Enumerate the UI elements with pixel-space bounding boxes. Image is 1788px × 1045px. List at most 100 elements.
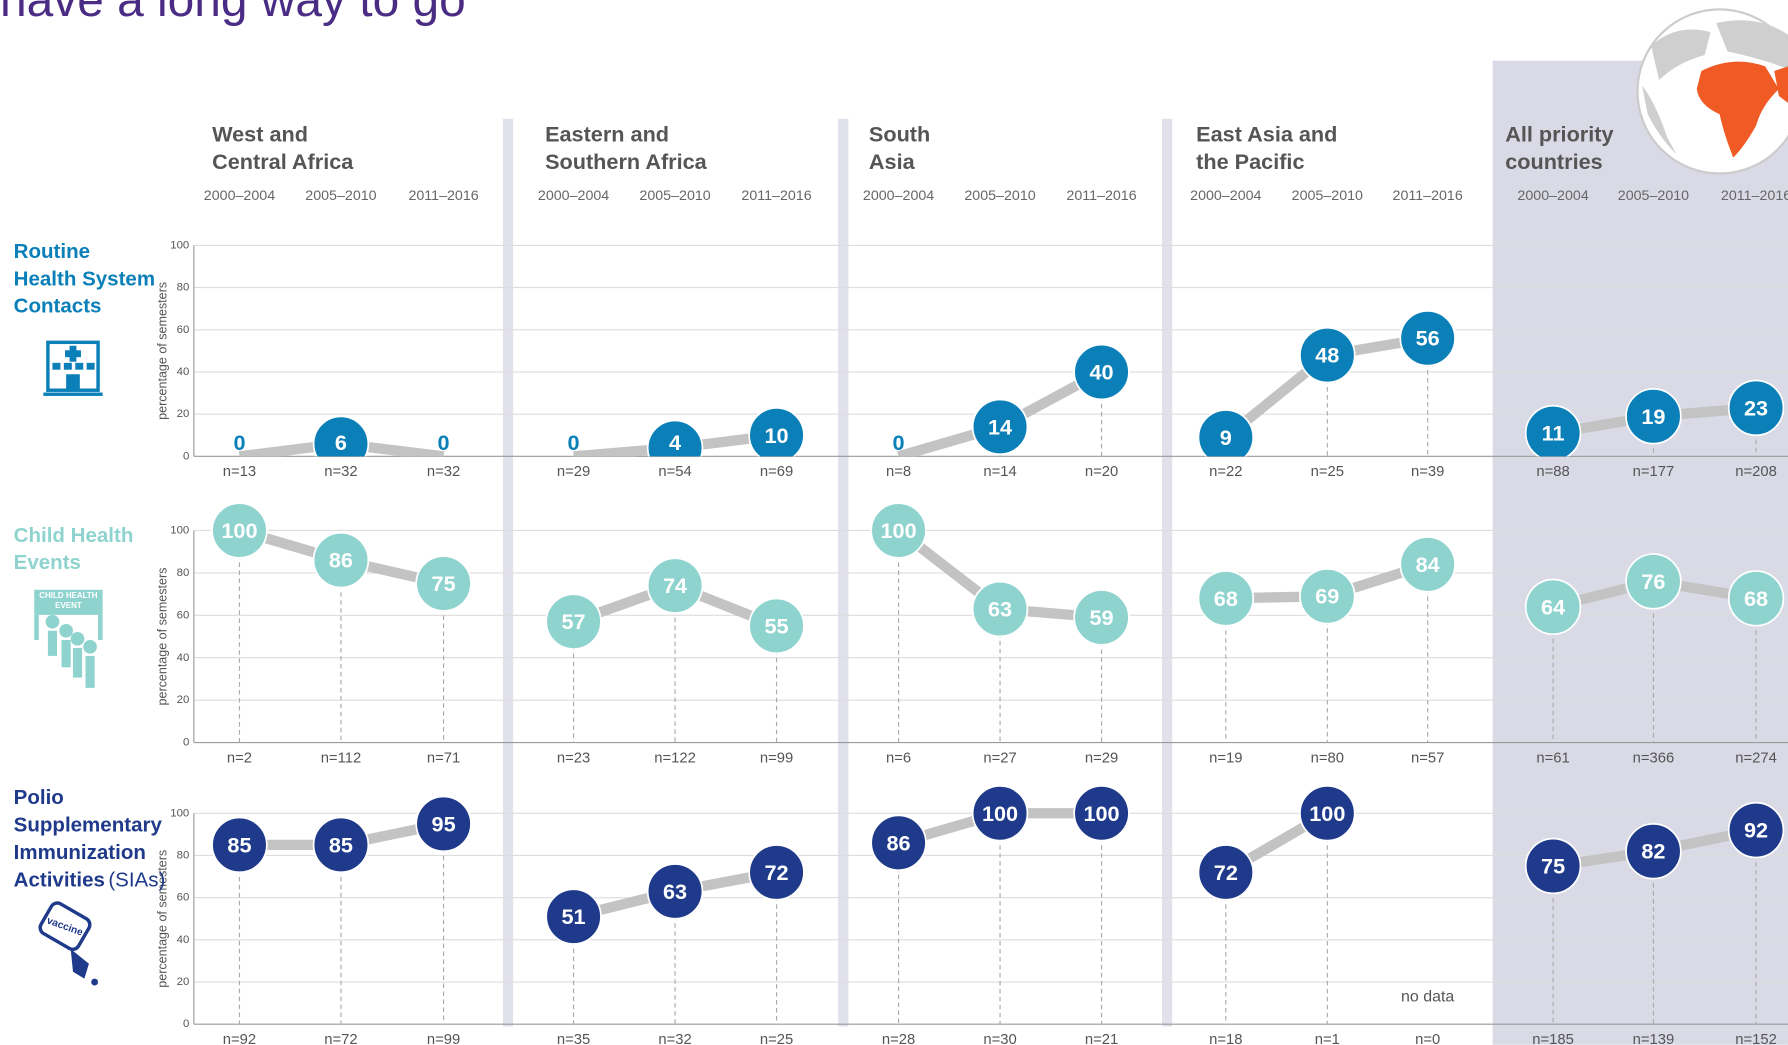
n-label: n=27: [983, 750, 1016, 766]
row-name: Activities (SIAs): [14, 868, 166, 891]
dot: [312, 816, 370, 874]
value-label: 68: [1214, 586, 1238, 611]
period-label: 2011–2016: [1393, 188, 1463, 204]
n-label: n=88: [1536, 464, 1569, 480]
value-label: 100: [1309, 801, 1345, 826]
dot: [870, 502, 927, 559]
period-label: 2000–2004: [204, 188, 275, 204]
value-label: 0: [568, 430, 580, 455]
value-label: 64: [1541, 594, 1565, 619]
dot: [1399, 536, 1456, 593]
dot: [971, 785, 1029, 842]
row-name: Contacts: [14, 295, 102, 318]
region-title: countries: [1505, 149, 1602, 174]
region-title: West and: [212, 122, 308, 147]
period-label: 2005–2010: [639, 188, 710, 204]
period-label: 2005–2010: [1292, 188, 1363, 204]
period-label: 2005–2010: [1618, 188, 1689, 204]
icon-vaccine: [38, 901, 99, 986]
value-label: 69: [1315, 584, 1339, 609]
value-label: 82: [1641, 839, 1665, 864]
n-label: n=71: [427, 750, 460, 766]
y-tick-label: 0: [183, 1018, 189, 1030]
dot: [1727, 801, 1785, 859]
dot: [971, 398, 1029, 456]
n-label: n=32: [427, 464, 460, 480]
dot: [1727, 379, 1785, 437]
n-label: n=23: [557, 750, 590, 766]
dot: [1073, 785, 1130, 842]
dot: [646, 863, 704, 920]
dot: [1399, 310, 1456, 367]
region-title: All priority: [1505, 122, 1613, 147]
dot: [1197, 570, 1255, 627]
globe: [1636, 8, 1788, 175]
n-label: n=20: [1085, 464, 1118, 480]
n-label: n=29: [1085, 750, 1118, 766]
value-label: 55: [765, 613, 789, 638]
value-label: 57: [562, 609, 586, 634]
period-label: 2000–2004: [863, 188, 934, 204]
row-name: Supplementary: [14, 814, 163, 837]
value-label: 14: [988, 414, 1012, 439]
n-label: n=274: [1735, 750, 1777, 766]
region-title: South: [869, 122, 930, 147]
row-name: Health System: [14, 267, 155, 290]
n-label: n=54: [658, 464, 691, 480]
y-axis-label: percentage of semesters: [155, 850, 169, 988]
value-label: 56: [1416, 326, 1440, 351]
value-label: 95: [432, 811, 456, 836]
dot: [748, 844, 805, 901]
value-label: 11: [1542, 421, 1565, 446]
n-label: n=21: [1085, 1032, 1118, 1045]
value-label: 85: [227, 832, 251, 857]
n-label: n=61: [1536, 750, 1569, 766]
row-name: Child Health: [14, 524, 134, 547]
period-label: 2011–2016: [741, 188, 811, 204]
dot: [870, 814, 927, 872]
region-title: Southern Africa: [545, 149, 708, 174]
value-label: 68: [1744, 586, 1768, 611]
n-label: n=25: [760, 1032, 793, 1045]
n-label: n=29: [557, 464, 590, 480]
value-label: 86: [329, 548, 353, 573]
dot: [415, 795, 472, 853]
n-label: n=208: [1735, 464, 1777, 480]
n-label: n=177: [1633, 464, 1675, 480]
n-label: n=8: [886, 464, 911, 480]
value-label: 19: [1641, 404, 1665, 429]
dot: [646, 557, 704, 614]
period-label: 2005–2010: [964, 188, 1035, 204]
dot: [545, 593, 602, 650]
dot: [415, 555, 472, 612]
value-label: 63: [663, 879, 687, 904]
value-label: 76: [1641, 569, 1665, 594]
period-label: 2011–2016: [1066, 188, 1136, 204]
y-tick-label: 60: [177, 324, 190, 336]
dot: [1197, 844, 1255, 901]
period-label: 2000–2004: [538, 188, 609, 204]
n-label: n=19: [1209, 750, 1242, 766]
n-label: n=30: [983, 1032, 1016, 1045]
value-label: 84: [1416, 552, 1440, 577]
y-tick-label: 100: [170, 807, 189, 819]
y-tick-label: 0: [183, 737, 189, 749]
region-title: Eastern and: [545, 122, 669, 147]
value-label: 86: [887, 830, 911, 855]
icon-child-health: [34, 589, 103, 688]
value-label: 72: [1214, 860, 1238, 885]
value-label: 100: [1083, 801, 1119, 826]
y-axis-label: percentage of semesters: [155, 568, 169, 706]
dot: [211, 816, 268, 874]
region-title: the Pacific: [1196, 149, 1304, 174]
value-label: 0: [233, 430, 245, 455]
dot: [1299, 568, 1356, 625]
value-label: 75: [1541, 854, 1565, 879]
y-tick-label: 80: [177, 282, 190, 294]
period-label: 2005–2010: [305, 188, 376, 204]
dot: [1625, 388, 1682, 445]
y-tick-label: 60: [177, 892, 190, 904]
value-label: 100: [880, 518, 916, 543]
dot: [1299, 785, 1356, 842]
y-tick-label: 100: [170, 239, 189, 251]
